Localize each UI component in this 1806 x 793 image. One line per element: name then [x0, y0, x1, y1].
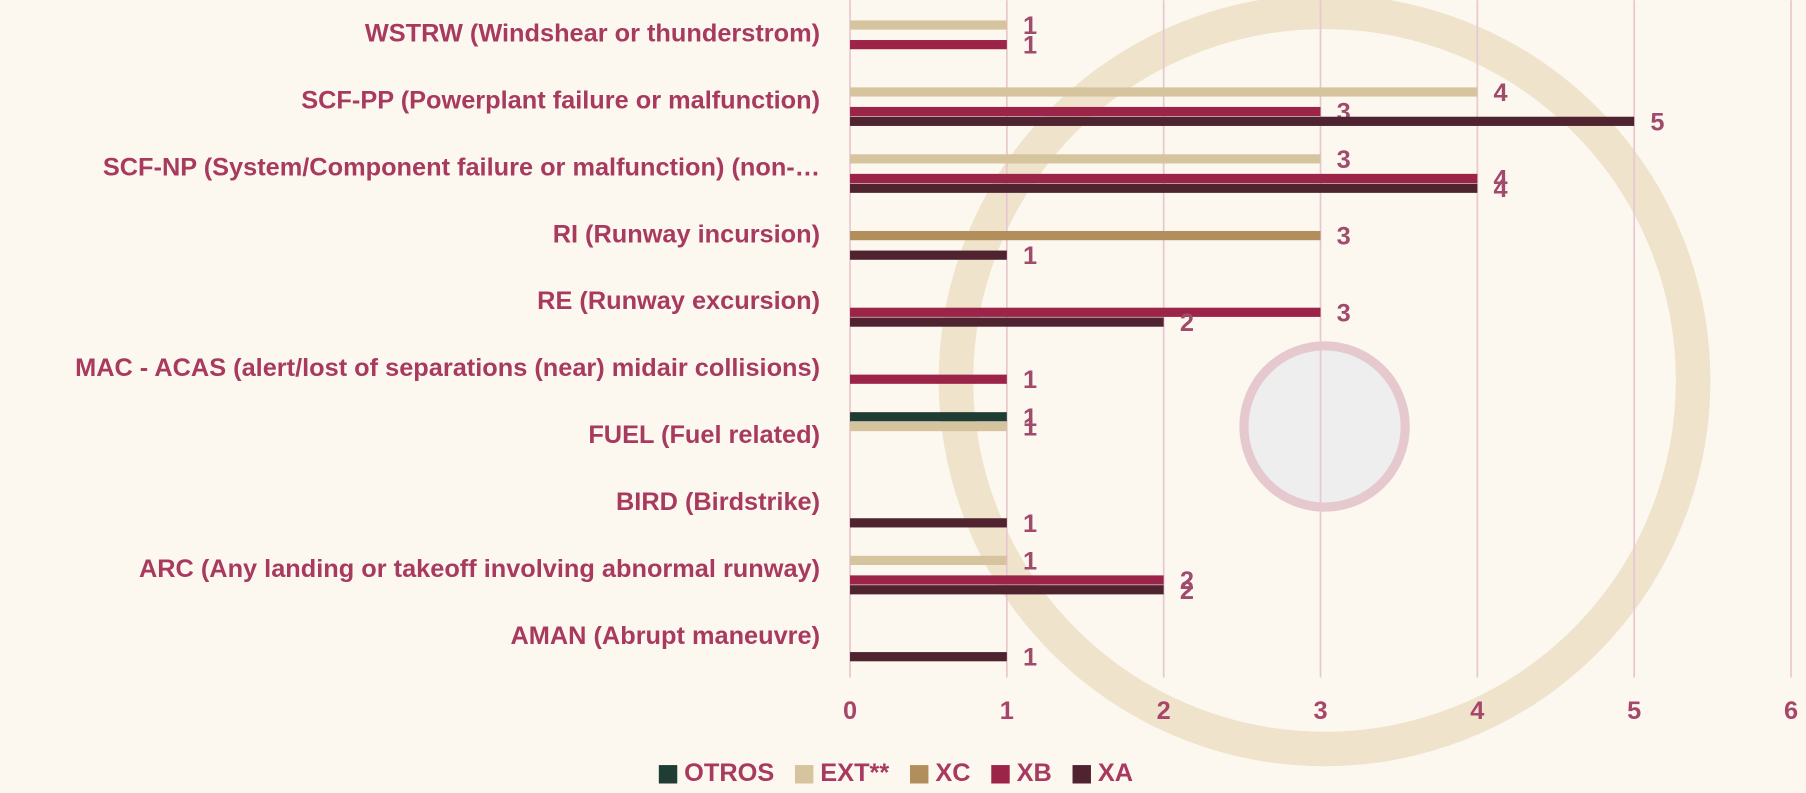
x-tick-label: 1 [1000, 697, 1014, 725]
bar [850, 87, 1478, 97]
watermark [1239, 341, 1410, 512]
legend-swatch [794, 765, 814, 784]
value-label: 4 [1493, 165, 1507, 193]
value-label: 4 [1493, 79, 1507, 107]
x-tick-label: 2 [1157, 697, 1171, 725]
legend-label: XC [935, 759, 970, 787]
value-label: 1 [1023, 547, 1037, 575]
bar [850, 317, 1164, 327]
value-label: 3 [1337, 223, 1351, 251]
x-tick-label: 6 [1784, 697, 1798, 725]
value-label: 3 [1337, 146, 1351, 174]
bar [850, 652, 1007, 662]
bar [850, 374, 1007, 384]
bar [850, 518, 1007, 528]
legend-label: EXT** [820, 759, 889, 787]
value-label: 3 [1337, 299, 1351, 327]
category-label: SCF-NP (System/Component failure or malf… [103, 153, 820, 181]
legend-swatch [991, 765, 1010, 784]
value-label: 2 [1180, 309, 1194, 337]
value-label: 1 [1023, 404, 1037, 432]
bar [850, 20, 1007, 30]
value-label: 1 [1023, 242, 1037, 270]
bar [850, 116, 1635, 126]
x-tick-label: 0 [843, 697, 857, 725]
value-label: 1 [1023, 366, 1037, 394]
bar [850, 585, 1164, 595]
legend-label: XA [1098, 759, 1133, 787]
legend-swatch [910, 765, 929, 784]
bar [850, 250, 1007, 260]
bar [850, 40, 1007, 50]
bar [850, 230, 1321, 241]
legend-swatch [1072, 765, 1091, 784]
legend-label: OTROS [684, 759, 774, 787]
value-label: 1 [1023, 414, 1037, 442]
value-label: 1 [1023, 12, 1037, 40]
x-tick-label: 3 [1313, 697, 1327, 725]
value-label: 4 [1493, 175, 1507, 203]
category-label: SCF-PP (Powerplant failure or malfunctio… [301, 86, 820, 114]
bar [850, 412, 1007, 422]
category-label: AMAN (Abrupt maneuvre) [510, 622, 820, 650]
value-label: 2 [1180, 567, 1194, 595]
bar [850, 173, 1478, 184]
bar [850, 307, 1321, 317]
bar [850, 183, 1478, 193]
category-label: BIRD (Birdstrike) [616, 488, 820, 516]
category-label: WSTRW (Windshear or thunderstrom) [365, 20, 820, 48]
legend-swatch [658, 765, 678, 784]
value-label: 5 [1650, 108, 1664, 136]
category-label: FUEL (Fuel related) [588, 421, 820, 449]
category-label: ARC (Any landing or takeoff involving ab… [139, 555, 820, 583]
value-label: 1 [1023, 510, 1037, 538]
x-tick-label: 4 [1470, 697, 1484, 725]
value-label: 2 [1180, 577, 1194, 605]
category-label: RI (Runway incursion) [553, 220, 820, 248]
bar [850, 575, 1164, 585]
bar [850, 555, 1007, 566]
bar [850, 106, 1321, 117]
category-label: MAC - ACAS (alert/lost of separations (n… [75, 354, 820, 382]
value-label: 1 [1023, 644, 1037, 672]
x-tick-label: 5 [1627, 697, 1641, 725]
category-label: RE (Runway excursion) [537, 287, 820, 315]
bar [850, 154, 1321, 164]
value-label: 1 [1023, 32, 1037, 60]
bar [850, 421, 1007, 432]
legend-label: XB [1017, 759, 1052, 787]
